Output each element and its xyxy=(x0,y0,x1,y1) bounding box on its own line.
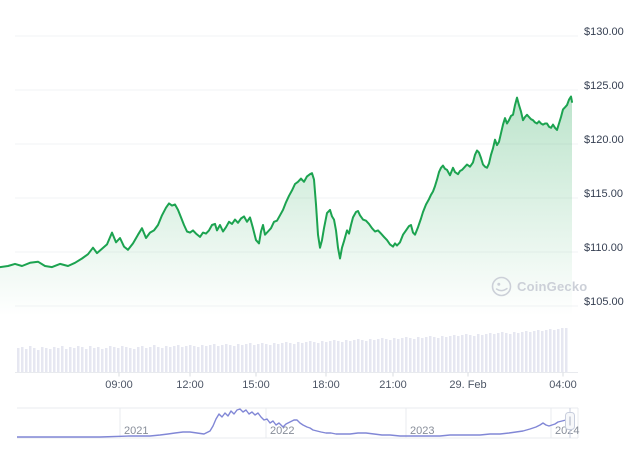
y-axis-labels: $130.00 $125.00 $120.00 $115.00 $110.00 $105.… xyxy=(584,26,624,308)
x-axis-label: 12:00 xyxy=(176,379,204,391)
y-axis-label: $120.00 xyxy=(584,134,624,146)
y-axis-label: $130.00 xyxy=(584,26,624,38)
x-axis-label: 09:00 xyxy=(105,379,133,391)
nav-year-label: 2022 xyxy=(270,425,294,437)
nav-series-line xyxy=(17,408,570,438)
price-area-fill xyxy=(0,96,572,316)
y-axis-label: $110.00 xyxy=(584,242,623,254)
x-axis-label: 21:00 xyxy=(379,379,407,391)
volume-bars xyxy=(17,328,568,372)
x-axis-label: 15:00 xyxy=(242,379,270,391)
x-axis-label: 18:00 xyxy=(312,379,340,391)
watermark-label: CoinGecko xyxy=(517,279,588,294)
y-axis-label: $115.00 xyxy=(584,188,623,200)
range-handle[interactable] xyxy=(565,408,575,438)
nav-year-label: 2023 xyxy=(410,425,434,437)
price-area xyxy=(0,96,572,316)
x-axis-label: 29. Feb xyxy=(449,379,486,391)
nav-year-label: 2021 xyxy=(124,425,148,437)
coingecko-gecko-icon xyxy=(491,276,512,297)
y-axis-label: $105.00 xyxy=(584,296,624,308)
y-axis-label: $125.00 xyxy=(584,80,624,92)
price-series[interactable] xyxy=(0,95,573,269)
coingecko-watermark: CoinGecko xyxy=(491,276,587,297)
x-axis-label: 04:00 xyxy=(549,379,577,391)
x-axis: 09:00 12:00 15:00 18:00 21:00 29. Feb 04:00 xyxy=(15,372,578,391)
range-navigator[interactable]: 2021 2022 2023 2024 xyxy=(17,407,579,439)
price-line[interactable] xyxy=(0,95,573,269)
